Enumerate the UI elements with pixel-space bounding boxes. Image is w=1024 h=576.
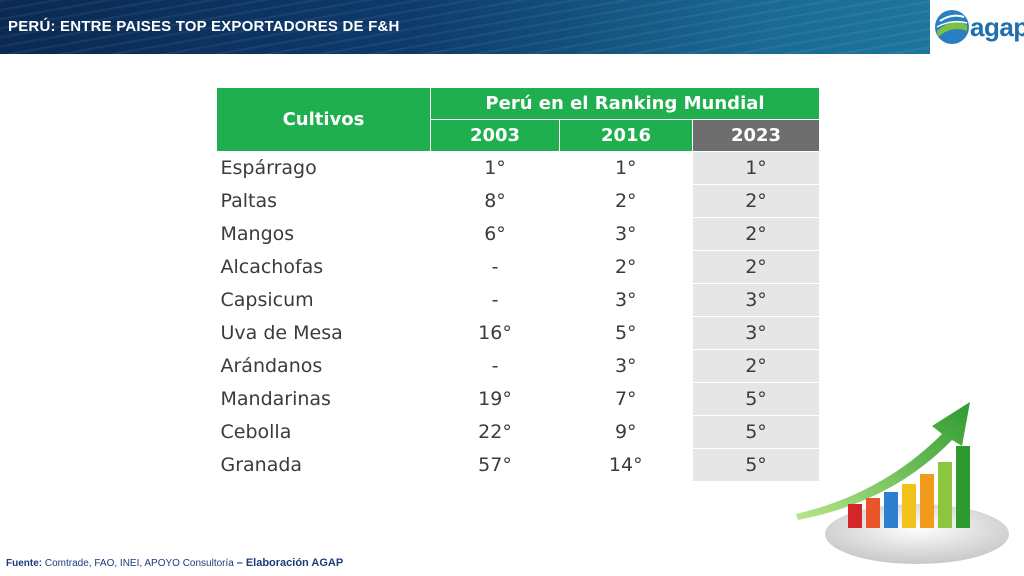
rank-2003-cell: 57° (478, 454, 512, 476)
rank-2016-cell: 3° (614, 223, 637, 245)
table-row: Granada 57° 14° 5° (217, 448, 820, 482)
rank-2003-cell: 16° (478, 322, 512, 344)
growth-bar-chart-arrow-icon (796, 402, 1009, 564)
rank-2016-cell: 2° (614, 256, 637, 278)
title-bar: PERÚ: ENTRE PAISES TOP EXPORTADORES DE F… (0, 0, 1024, 54)
source-list: Comtrade, FAO, INEI, APOYO Consultoría (44, 558, 234, 569)
table-row: Cebolla 22° 9° 5° (217, 415, 820, 449)
crop-name-cell: Cebolla (220, 421, 292, 443)
table-row: Mandarinas 19° 7° 5° (217, 382, 820, 416)
rank-2023-cell: 1° (692, 151, 820, 185)
rank-2016-cell: 14° (608, 454, 643, 476)
rank-2023-cell: 5° (692, 448, 820, 482)
ranking-table: Cultivos Perú en el Ranking Mundial 2003… (216, 87, 820, 482)
table-row: Arándanos - 3° 2° (217, 349, 820, 383)
rank-2023-cell: 2° (692, 250, 820, 284)
rank-2003-cell: 19° (478, 388, 512, 410)
rank-2023-cell: 5° (692, 382, 820, 416)
rank-2023-cell: 2° (692, 349, 820, 383)
rank-2023-cell: 2° (692, 184, 820, 218)
rank-2003-cell: 8° (484, 190, 506, 212)
table-row: Espárrago 1° 1° 1° (217, 151, 820, 185)
year-header-2003: 2003 (430, 119, 560, 152)
ranking-header: Perú en el Ranking Mundial (430, 87, 820, 120)
rank-2016-cell: 9° (614, 421, 637, 443)
rank-2016-cell: 2° (614, 190, 637, 212)
rank-2003-cell: - (491, 289, 499, 311)
rank-2003-cell: 22° (478, 421, 512, 443)
rank-2003-cell: 6° (484, 223, 506, 245)
crop-name-cell: Mandarinas (220, 388, 331, 410)
crop-name-cell: Arándanos (220, 355, 323, 377)
rank-2016-cell: 3° (614, 289, 637, 311)
crop-name-cell: Paltas (220, 190, 278, 212)
crop-column-header: Cultivos (216, 87, 431, 152)
table-row: Uva de Mesa 16° 5° 3° (217, 316, 820, 350)
rank-2016-cell: 7° (614, 388, 637, 410)
crop-name-cell: Mangos (220, 223, 295, 245)
rank-2023-cell: 3° (692, 283, 820, 317)
rank-2016-cell: 5° (614, 322, 637, 344)
crop-name-cell: Alcachofas (220, 256, 324, 278)
crop-name-cell: Espárrago (220, 157, 317, 180)
elaboration-credit: – Elaboración AGAP (236, 557, 344, 569)
table-row: Alcachofas - 2° 2° (217, 250, 820, 284)
logo-text: agap (970, 12, 1024, 42)
page-title: PERÚ: ENTRE PAISES TOP EXPORTADORES DE F… (8, 18, 400, 35)
rank-2016-cell: 1° (614, 157, 637, 180)
table-row: Mangos 6° 3° 2° (217, 217, 820, 251)
logo: agap (930, 0, 1024, 54)
crop-name-cell: Uva de Mesa (220, 322, 343, 344)
rank-2023-cell: 3° (692, 316, 820, 350)
table-row: Paltas 8° 2° 2° (217, 184, 820, 218)
rank-2003-cell: - (491, 256, 499, 278)
agap-globe-logo-icon (935, 10, 969, 44)
table-row: Capsicum - 3° 3° (217, 283, 820, 317)
year-header-2023: 2023 (692, 119, 820, 152)
rank-2003-cell: 1° (484, 157, 506, 180)
rank-2016-cell: 3° (614, 355, 637, 377)
year-header-2016: 2016 (559, 119, 693, 152)
ranking-table-body: Espárrago 1° 1° 1° Paltas 8° 2° 2° Mangos 6° 3° 2° A… (217, 151, 820, 482)
water-texture (0, 0, 930, 54)
crop-name-cell: Capsicum (220, 289, 314, 311)
source-note: Fuente: Comtrade, FAO, INEI, APOYO Consu… (6, 557, 343, 569)
rank-2023-cell: 2° (692, 217, 820, 251)
crop-name-cell: Granada (220, 454, 303, 476)
source-label: Fuente: (6, 558, 43, 569)
rank-2003-cell: - (491, 355, 499, 377)
